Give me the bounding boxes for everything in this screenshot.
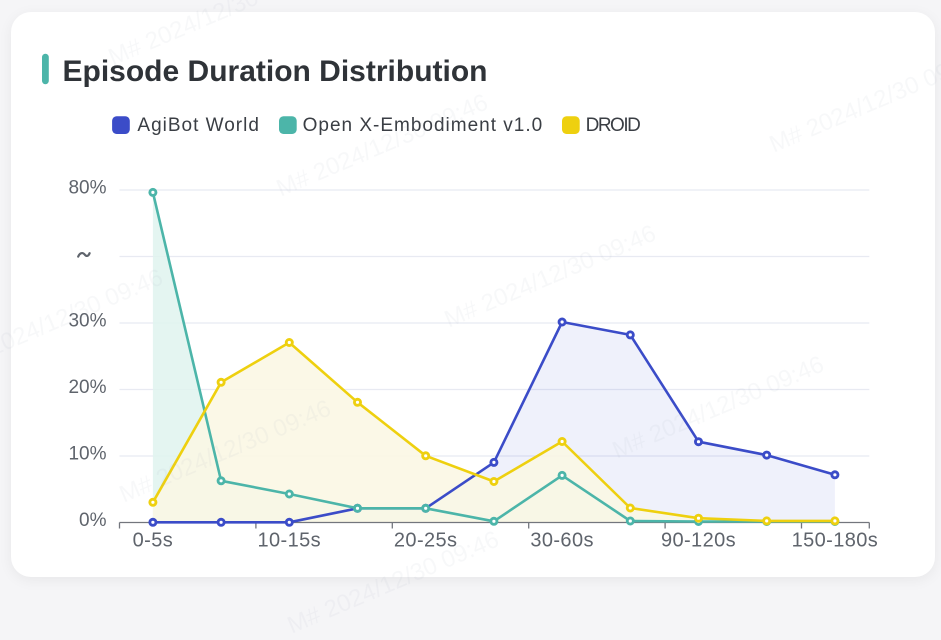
svg-text:30-60s: 30-60s — [530, 530, 594, 552]
svg-text:AgiBot World: AgiBot World — [137, 115, 260, 136]
svg-text:10%: 10% — [68, 444, 106, 465]
svg-text:10-15s: 10-15s — [258, 530, 322, 552]
svg-text:90-120s: 90-120s — [661, 530, 736, 552]
svg-text:30%: 30% — [68, 311, 106, 332]
svg-text:Episode Duration Distribution: Episode Duration Distribution — [63, 55, 488, 88]
svg-text:20-25s: 20-25s — [394, 530, 458, 552]
svg-text:Open X-Embodiment v1.0: Open X-Embodiment v1.0 — [303, 115, 544, 136]
svg-text:150-180s: 150-180s — [792, 530, 879, 552]
svg-text:0-5s: 0-5s — [133, 530, 174, 552]
svg-text:DROID: DROID — [586, 115, 641, 136]
svg-text:20%: 20% — [68, 377, 106, 398]
svg-text:0%: 0% — [79, 510, 107, 531]
svg-text:80%: 80% — [68, 178, 106, 199]
